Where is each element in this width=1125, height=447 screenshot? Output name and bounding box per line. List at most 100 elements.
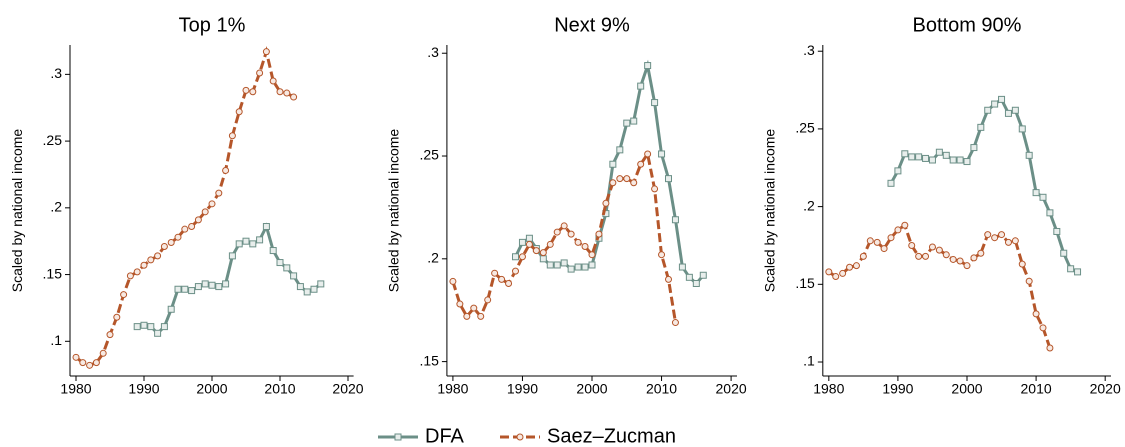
data-point — [188, 223, 196, 231]
x-tick-label: 2020 — [332, 381, 363, 397]
y-tick-label: .2 — [803, 197, 815, 213]
data-point — [1039, 324, 1047, 332]
y-tick-label: .15 — [43, 265, 63, 281]
data-point — [977, 123, 985, 131]
legend-label: Saez–Zucman — [547, 425, 676, 447]
data-point — [290, 272, 298, 280]
y-tick-label: .25 — [795, 120, 815, 136]
data-point — [665, 175, 672, 183]
data-point — [658, 150, 666, 158]
data-point — [901, 221, 909, 229]
data-point — [616, 175, 624, 183]
data-point — [140, 261, 148, 269]
data-point — [630, 117, 638, 125]
y-tick-label: .25 — [419, 147, 439, 163]
data-point — [665, 275, 672, 283]
data-point — [1032, 189, 1040, 197]
data-point — [188, 287, 196, 295]
data-point — [449, 277, 457, 285]
data-point — [181, 225, 189, 233]
data-point — [167, 305, 175, 313]
data-point — [894, 167, 902, 175]
legend-label: DFA — [425, 425, 465, 447]
data-point — [1067, 265, 1075, 273]
data-point — [963, 158, 971, 166]
data-point — [901, 150, 909, 158]
data-point — [574, 263, 582, 271]
data-point — [908, 241, 916, 249]
data-point — [546, 240, 554, 248]
y-tick-label: .3 — [427, 44, 439, 60]
legend-marker — [516, 433, 524, 441]
data-point — [456, 300, 464, 308]
data-point — [859, 252, 867, 260]
data-point — [658, 251, 666, 259]
data-point — [525, 240, 533, 248]
data-point — [222, 280, 230, 288]
data-point — [235, 108, 243, 116]
y-tick-label: .15 — [419, 352, 439, 368]
data-point — [880, 245, 888, 253]
data-point — [581, 242, 589, 250]
y-tick-label: .25 — [43, 132, 63, 148]
x-tick-label: 1980 — [437, 381, 468, 397]
data-point — [290, 93, 298, 101]
data-point — [228, 252, 236, 260]
data-point — [908, 153, 916, 161]
data-point — [126, 272, 134, 280]
data-point — [846, 263, 854, 271]
x-tick-label: 1990 — [507, 381, 538, 397]
data-point — [873, 238, 881, 246]
data-point — [228, 132, 236, 140]
data-point — [651, 99, 659, 107]
data-point — [518, 238, 526, 246]
data-point — [525, 234, 533, 242]
y-tick-label: .2 — [427, 250, 439, 266]
data-point — [201, 280, 209, 288]
data-point — [86, 361, 94, 369]
data-point — [644, 150, 652, 158]
data-point — [505, 279, 513, 287]
data-point — [215, 189, 223, 197]
data-point — [194, 283, 202, 291]
data-point — [1018, 125, 1026, 133]
y-tick-label: .3 — [50, 65, 62, 81]
data-point — [671, 216, 679, 224]
data-point — [928, 156, 936, 164]
data-point — [991, 100, 999, 108]
data-point — [644, 62, 652, 70]
data-point — [588, 251, 596, 259]
legend-marker — [394, 433, 402, 441]
x-tick-label: 2000 — [196, 381, 227, 397]
data-point — [956, 156, 964, 164]
data-point — [832, 273, 840, 281]
data-point — [1004, 238, 1012, 246]
data-point — [977, 249, 985, 257]
data-point — [283, 89, 291, 97]
data-point — [637, 82, 645, 90]
data-point — [685, 273, 693, 281]
data-point — [1053, 227, 1061, 235]
data-point — [154, 252, 162, 260]
data-point — [491, 269, 499, 277]
data-point — [970, 254, 978, 262]
data-point — [484, 296, 492, 304]
data-point — [147, 256, 155, 264]
data-point — [154, 329, 162, 337]
y-tick-label: .1 — [803, 353, 815, 369]
x-tick-label: 2020 — [1090, 381, 1121, 397]
data-point — [623, 175, 631, 183]
data-point — [894, 226, 902, 234]
data-point — [269, 77, 277, 85]
series-line — [75, 46, 295, 367]
y-axis-label: Scaled by national income — [9, 129, 25, 293]
data-point — [942, 251, 950, 259]
x-tick-label: 1990 — [128, 381, 159, 397]
data-point — [201, 208, 209, 216]
data-point — [79, 359, 87, 367]
data-point — [140, 321, 148, 329]
data-point — [574, 238, 582, 246]
chart-title: Next 9% — [554, 14, 630, 36]
data-point — [671, 319, 679, 327]
